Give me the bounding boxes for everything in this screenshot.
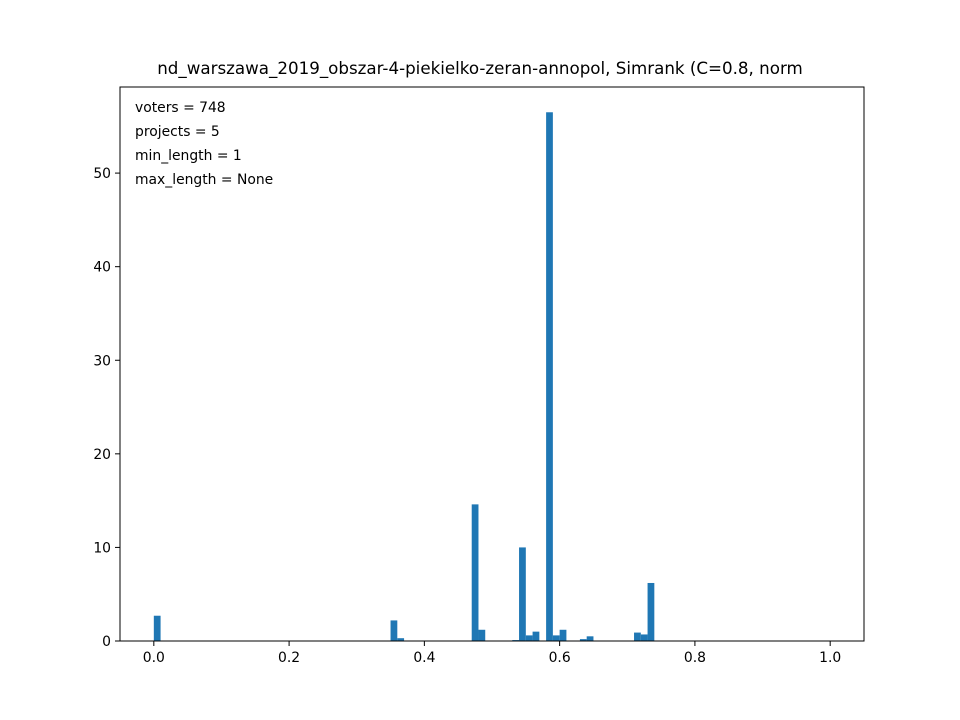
histogram-bar (519, 547, 526, 641)
y-tick-label: 0 (102, 634, 111, 650)
x-tick-label: 0.4 (413, 650, 435, 666)
y-tick-label: 50 (93, 166, 111, 182)
histogram-bar (640, 634, 648, 641)
annotation-line: projects = 5 (135, 124, 220, 140)
y-tick-label: 20 (93, 447, 111, 463)
histogram-bar (559, 629, 567, 641)
histogram-bar (471, 504, 479, 641)
x-tick-label: 0.0 (143, 650, 165, 666)
y-tick-label: 30 (93, 353, 111, 369)
histogram-bar (532, 631, 540, 641)
histogram-bar (546, 112, 553, 641)
annotation-line: min_length = 1 (135, 148, 242, 164)
x-tick-label: 1.0 (819, 650, 841, 666)
annotation-line: voters = 748 (135, 100, 226, 116)
histogram-bar (525, 635, 533, 641)
y-tick-label: 40 (93, 260, 111, 276)
chart-title: nd_warszawa_2019_obszar-4-piekielko-zera… (157, 58, 803, 79)
y-axis: 0 10 20 30 40 50 (93, 166, 120, 650)
histogram-bar (153, 615, 161, 641)
annotation-line: max_length = None (135, 172, 273, 188)
histogram-bar (647, 582, 655, 641)
x-axis: 0.0 0.2 0.4 0.6 0.8 1.0 (143, 641, 841, 666)
histogram-bar (552, 635, 560, 641)
stats-annotation: voters = 748 projects = 5 min_length = 1 ma… (135, 100, 273, 188)
x-tick-label: 0.8 (684, 650, 706, 666)
histogram-bar (586, 636, 594, 641)
histogram-bar (390, 620, 398, 641)
histogram-bar (478, 629, 486, 641)
histogram-bar (579, 639, 587, 641)
bars-group (153, 112, 655, 641)
axes-frame (119, 86, 865, 642)
histogram-bar (397, 638, 405, 641)
y-tick-label: 10 (93, 540, 111, 556)
x-tick-label: 0.2 (278, 650, 300, 666)
histogram-bar (634, 632, 641, 641)
x-tick-label: 0.6 (549, 650, 571, 666)
